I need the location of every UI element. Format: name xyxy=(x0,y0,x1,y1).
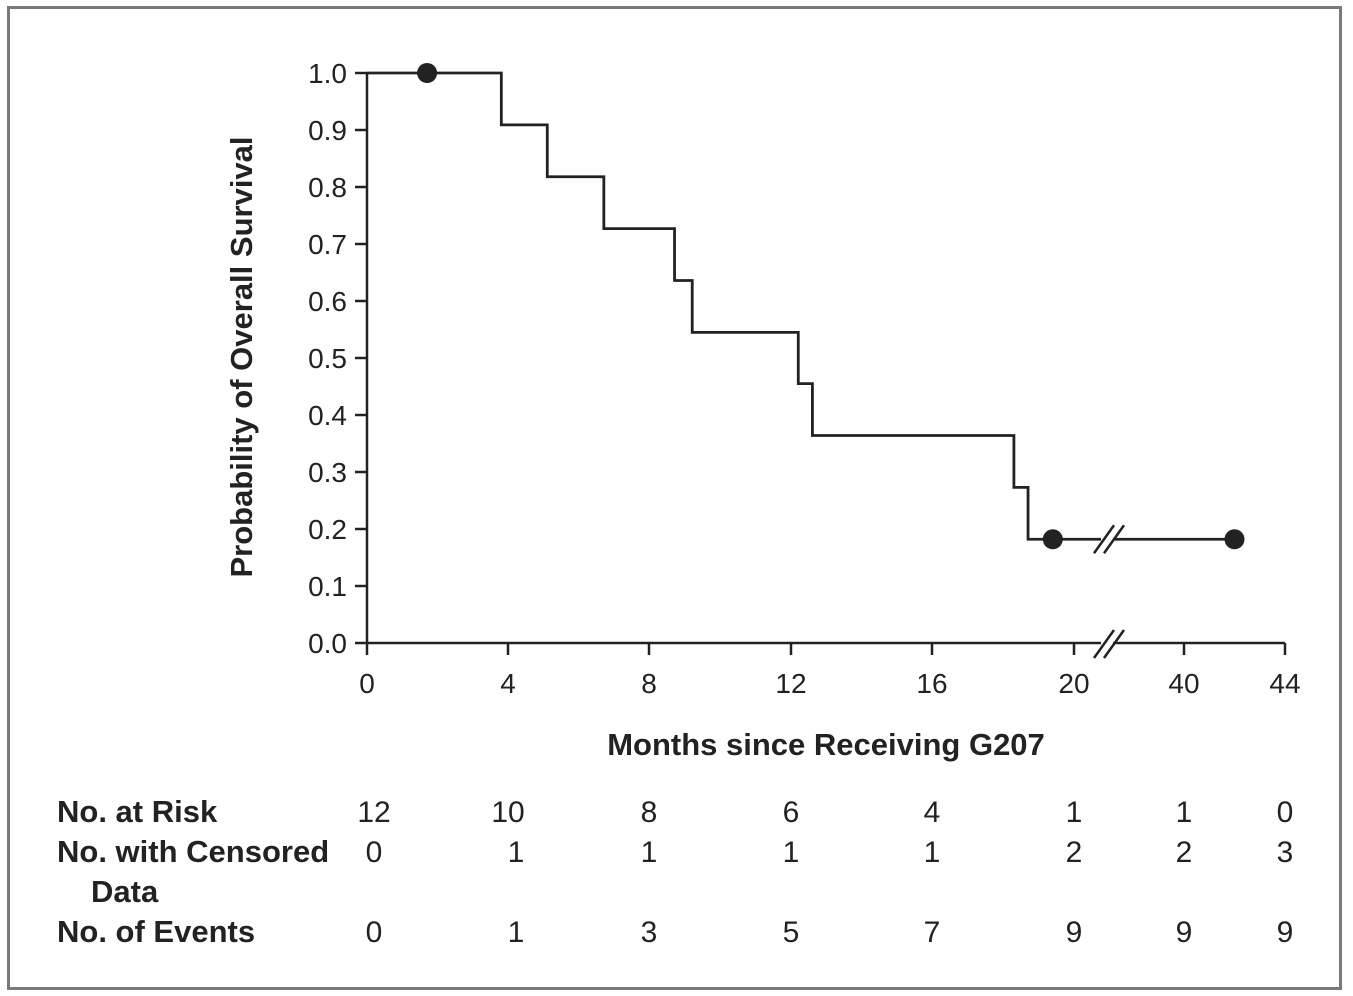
x-tick-label: 40 xyxy=(1168,668,1199,699)
risk-table-cell: 4 xyxy=(924,796,941,829)
y-axis: 0.0 0.1 0.2 0.3 0.4 0.5 0.6 0.7 0.8 0.9 1.0 xyxy=(308,58,369,659)
risk-table-cell: 6 xyxy=(783,796,800,829)
x-tick-label: 20 xyxy=(1058,668,1089,699)
risk-table-cell: 1 xyxy=(508,836,525,869)
x-axis: 0 4 8 12 16 20 40 44 xyxy=(359,629,1301,699)
risk-table-cell: 10 xyxy=(491,796,524,829)
y-tick-label: 0.5 xyxy=(308,343,347,374)
risk-table-cell: 5 xyxy=(783,916,800,949)
curve-break-mark xyxy=(1102,524,1126,554)
y-tick-label: 0.0 xyxy=(308,628,347,659)
risk-table-cell: 2 xyxy=(1066,836,1083,869)
survival-step-line xyxy=(367,71,1101,541)
risk-table-cell: 1 xyxy=(924,836,941,869)
risk-table-cell: 3 xyxy=(1277,836,1294,869)
risk-table-cell: 9 xyxy=(1066,916,1083,949)
risk-row-label: No. of Events xyxy=(57,914,255,949)
figure-frame xyxy=(7,6,1342,990)
y-tick-label: 0.9 xyxy=(308,115,347,146)
risk-table-cell: 1 xyxy=(1176,796,1193,829)
risk-table-cell: 0 xyxy=(366,916,383,949)
censored-marker xyxy=(417,63,438,83)
x-tick-label: 0 xyxy=(359,668,375,699)
risk-table-cell: 2 xyxy=(1176,836,1193,869)
risk-table-cell: 1 xyxy=(508,916,525,949)
risk-table: No. at Risk 12 10 8 6 4 1 1 0No. with CensoredDa… xyxy=(57,794,1293,949)
censored-marker xyxy=(1042,529,1063,550)
y-tick-label: 0.7 xyxy=(308,229,347,260)
x-axis-break-mark xyxy=(1092,629,1116,659)
risk-table-cell: 1 xyxy=(783,836,800,869)
curve-break-mark xyxy=(1092,524,1116,554)
y-tick-label: 0.3 xyxy=(308,457,347,488)
y-tick-label: 1.0 xyxy=(308,58,347,89)
y-tick-label: 0.1 xyxy=(308,571,347,602)
risk-row-label-cont: Data xyxy=(91,874,159,909)
risk-table-cell: 7 xyxy=(924,916,941,949)
risk-table-cell: 0 xyxy=(1277,796,1294,829)
x-axis-break-mark xyxy=(1102,629,1126,659)
risk-table-cell: 9 xyxy=(1176,916,1193,949)
x-tick-label: 12 xyxy=(775,668,806,699)
risk-table-cell: 1 xyxy=(641,836,658,869)
censored-marker xyxy=(1224,529,1245,550)
y-axis-title: Probability of Overall Survival xyxy=(224,136,259,577)
x-axis-title: Months since Receiving G207 xyxy=(607,727,1045,762)
y-tick-label: 0.2 xyxy=(308,514,347,545)
x-tick-label: 16 xyxy=(916,668,947,699)
survival-curve xyxy=(367,63,1245,554)
risk-table-cell: 8 xyxy=(641,796,658,829)
risk-row-label: No. with Censored xyxy=(57,834,329,869)
risk-row-label: No. at Risk xyxy=(57,794,218,829)
y-tick-label: 0.8 xyxy=(308,172,347,203)
risk-table-cell: 12 xyxy=(357,796,390,829)
y-tick-label: 0.4 xyxy=(308,400,347,431)
risk-table-cell: 0 xyxy=(366,836,383,869)
x-tick-label: 8 xyxy=(641,668,657,699)
y-tick-label: 0.6 xyxy=(308,286,347,317)
risk-table-cell: 9 xyxy=(1277,916,1294,949)
x-tick-label: 4 xyxy=(500,668,516,699)
risk-table-cell: 3 xyxy=(641,916,658,949)
risk-table-cell: 1 xyxy=(1066,796,1083,829)
x-tick-label: 44 xyxy=(1269,668,1300,699)
